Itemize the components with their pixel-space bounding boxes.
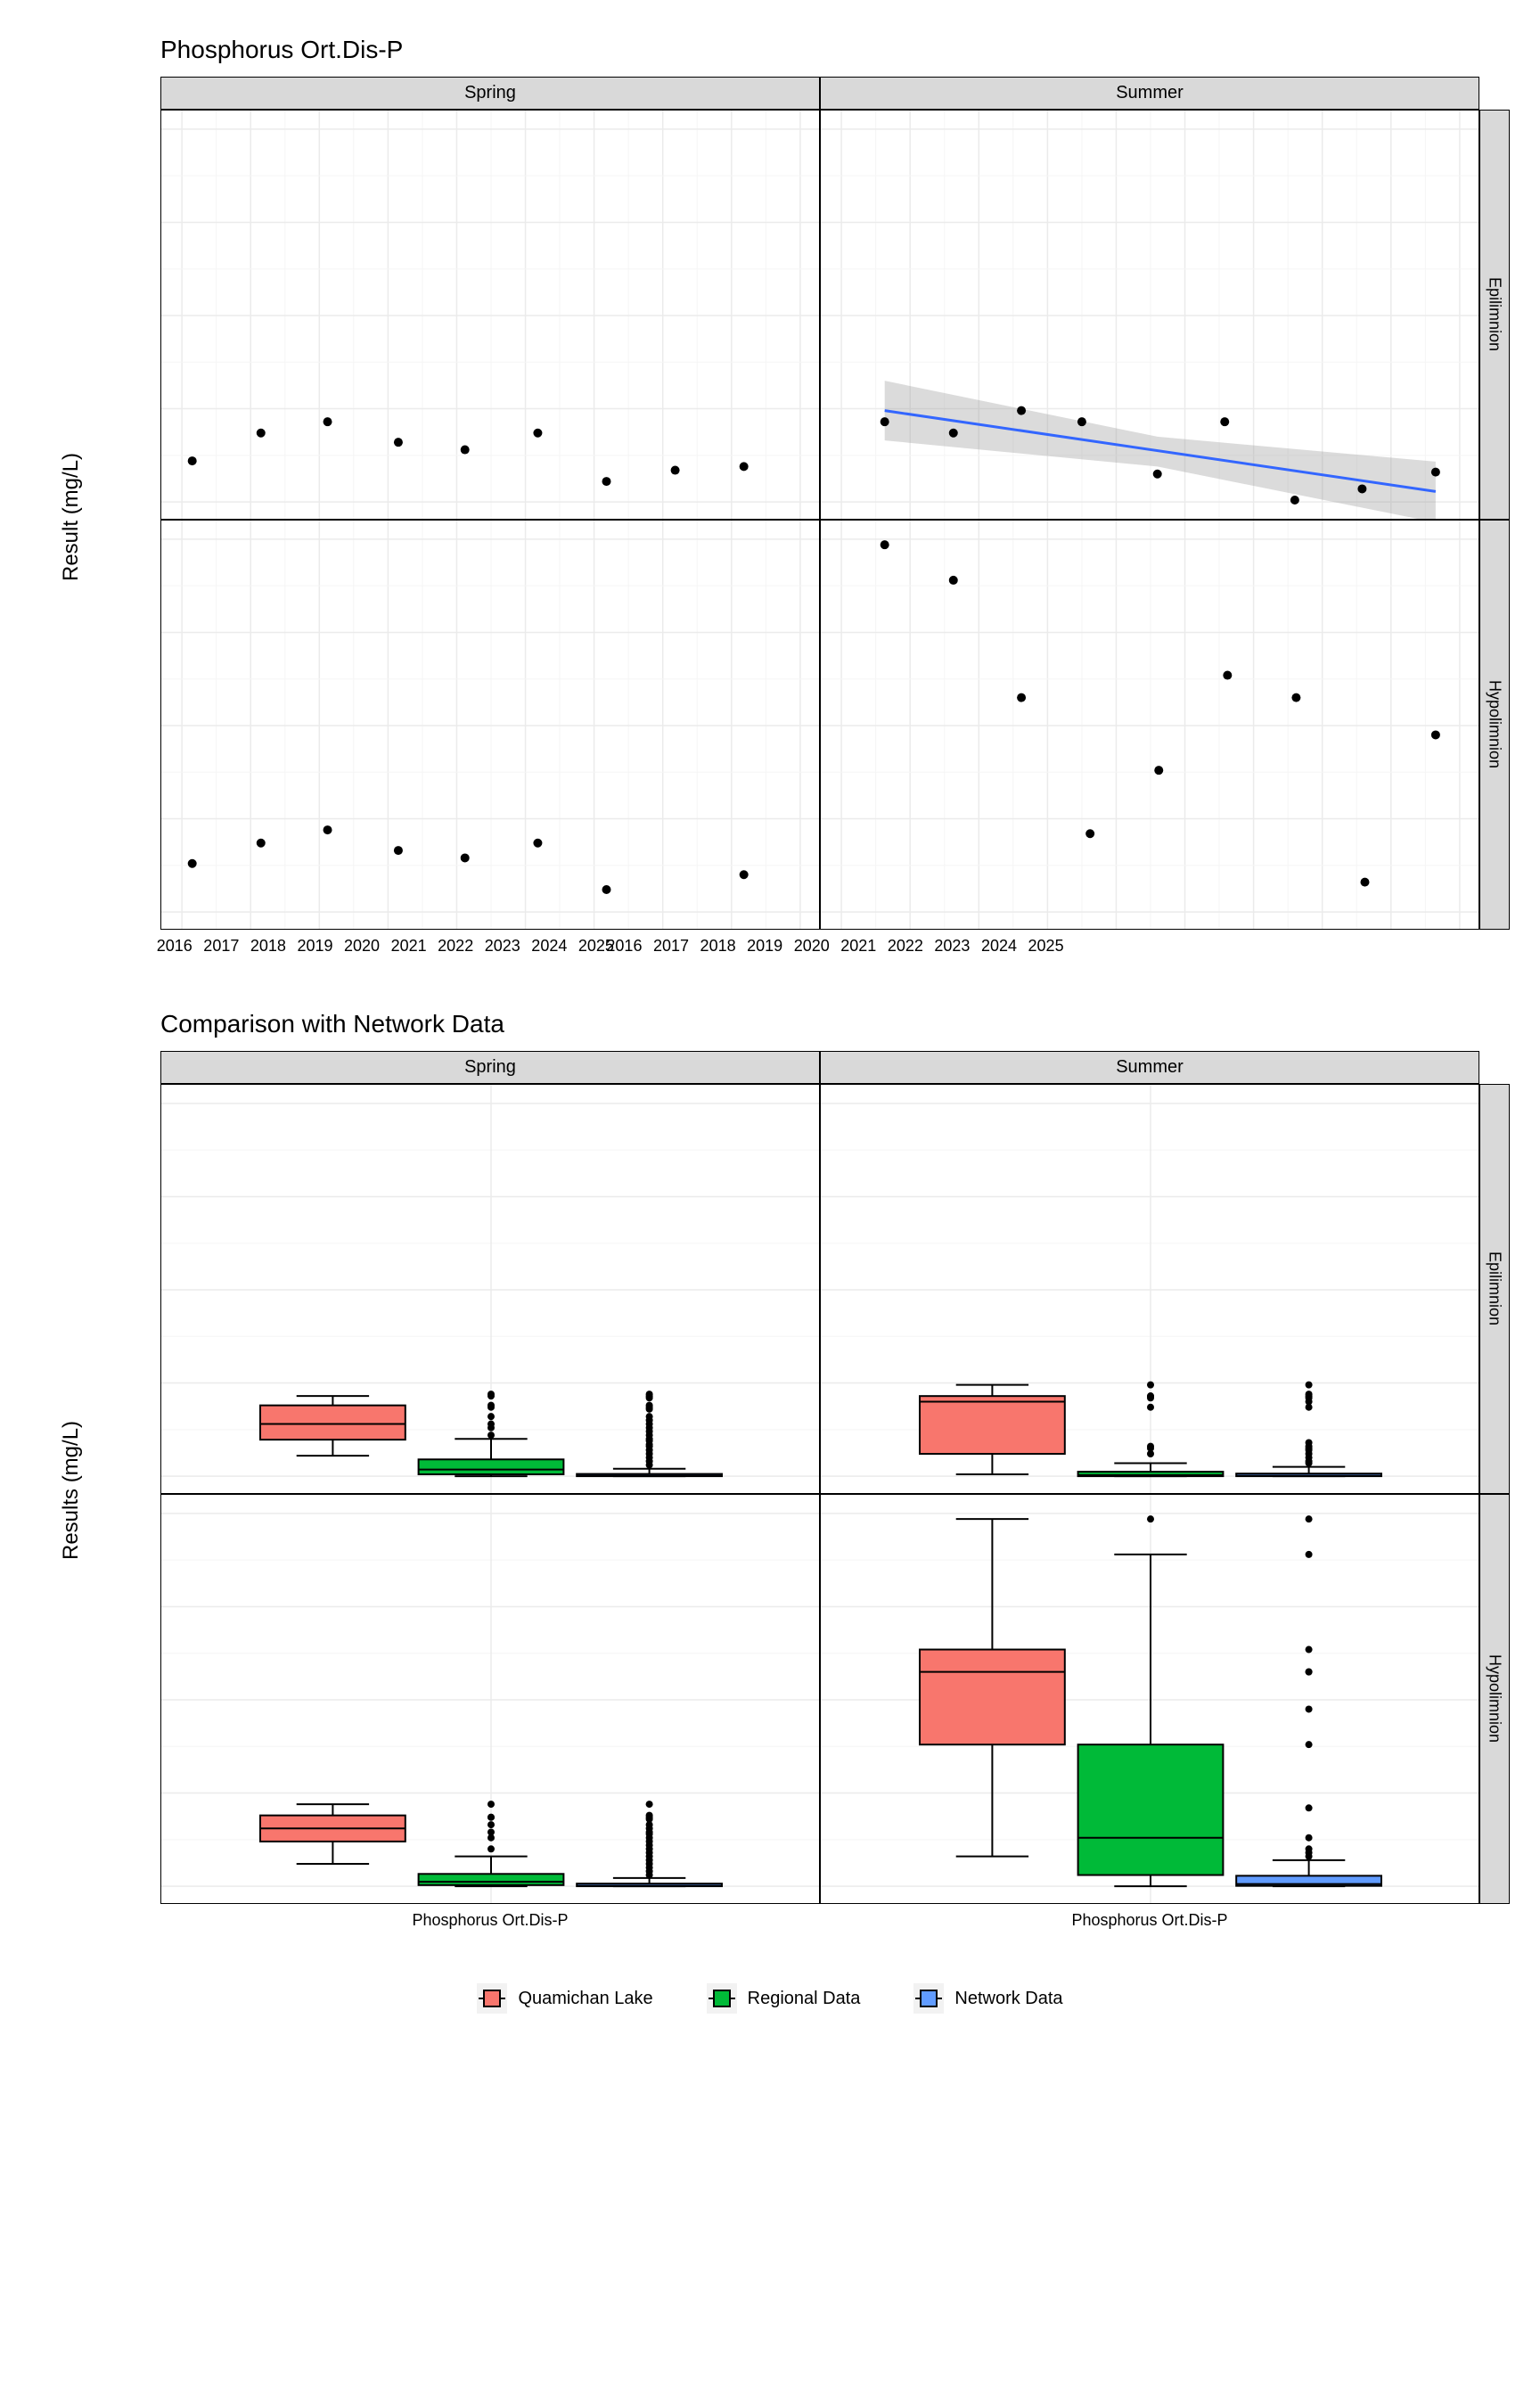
facet-panel: 0.000.250.500.751.00: [160, 110, 820, 520]
chart2-title: Comparison with Network Data: [160, 1010, 1487, 1038]
chart2-ylabel: Results (mg/L): [53, 1051, 89, 1930]
chart1-ylabel: Result (mg/L): [53, 77, 89, 956]
col-strip: Summer: [820, 77, 1479, 110]
row-strip: Epilimnion: [1479, 1084, 1510, 1494]
row-strip: Hypolimnion: [1479, 520, 1510, 930]
legend-item: Network Data: [913, 1983, 1062, 2014]
chart1-title: Phosphorus Ort.Dis-P: [160, 36, 1487, 64]
facet-panel: 0.000.250.500.751.00: [160, 1494, 820, 1904]
facet-panel: [820, 1084, 1479, 1494]
x-category-label: Phosphorus Ort.Dis-P: [160, 1904, 820, 1930]
facet-panel: 0.000.250.500.751.00: [160, 520, 820, 930]
chart1-panels: SpringSummer0.000.250.500.751.00Epilimni…: [160, 77, 1510, 956]
facet-panel: 0.000.250.500.751.00: [160, 1084, 820, 1494]
boxplot-facet-chart: Comparison with Network Data Results (mg…: [53, 1010, 1487, 1930]
chart2-panels: SpringSummer0.000.250.500.751.00Epilimni…: [160, 1051, 1510, 1930]
legend: Quamichan Lake Regional Data Network Data: [53, 1983, 1487, 2014]
facet-panel: [820, 110, 1479, 520]
col-strip: Spring: [160, 77, 820, 110]
col-strip: Spring: [160, 1051, 820, 1084]
legend-label: Regional Data: [748, 1989, 861, 2009]
col-strip: Summer: [820, 1051, 1479, 1084]
legend-label: Quamichan Lake: [518, 1989, 652, 2009]
row-strip: Hypolimnion: [1479, 1494, 1510, 1904]
scatter-facet-chart: Phosphorus Ort.Dis-P Result (mg/L) Sprin…: [53, 36, 1487, 956]
x-category-label: Phosphorus Ort.Dis-P: [820, 1904, 1479, 1930]
legend-item: Regional Data: [707, 1983, 861, 2014]
legend-item: Quamichan Lake: [477, 1983, 652, 2014]
facet-panel: [820, 520, 1479, 930]
row-strip: Epilimnion: [1479, 110, 1510, 520]
facet-panel: [820, 1494, 1479, 1904]
legend-label: Network Data: [954, 1989, 1062, 2009]
